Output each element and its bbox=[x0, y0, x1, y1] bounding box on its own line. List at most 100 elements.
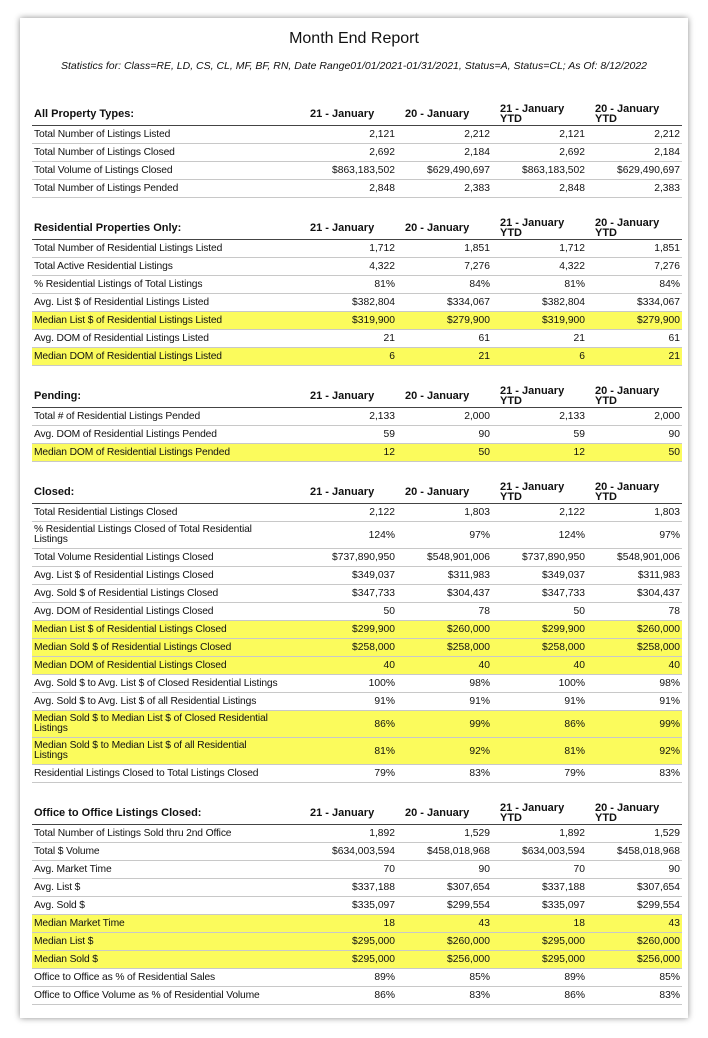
cell-value: 7,276 bbox=[397, 257, 492, 276]
cell-value: 2,212 bbox=[397, 125, 492, 144]
column-header: 20 - January bbox=[397, 102, 492, 126]
cell-value: 86% bbox=[302, 986, 397, 1005]
cell-value: 97% bbox=[587, 521, 682, 549]
cell-value: 99% bbox=[587, 710, 682, 738]
cell-value: $337,188 bbox=[492, 878, 587, 897]
highlighted-row: Median DOM of Residential Listings Liste… bbox=[32, 347, 682, 366]
cell-value: $863,183,502 bbox=[492, 161, 587, 180]
cell-value: $295,000 bbox=[492, 950, 587, 969]
row-label: Avg. List $ of Residential Listings List… bbox=[32, 293, 302, 312]
row-label: Median List $ of Residential Listings Cl… bbox=[32, 620, 302, 639]
data-row: Avg. DOM of Residential Listings Closed 5… bbox=[32, 602, 682, 621]
row-label: Avg. Sold $ of Residential Listings Clos… bbox=[32, 584, 302, 603]
cell-value: 6 bbox=[302, 347, 397, 366]
row-label: Office to Office Volume as % of Resident… bbox=[32, 986, 302, 1005]
cell-value: $260,000 bbox=[587, 932, 682, 951]
cell-value: 83% bbox=[587, 764, 682, 783]
spacer-row bbox=[32, 462, 682, 481]
cell-value: 92% bbox=[397, 737, 492, 765]
cell-value: $299,900 bbox=[492, 620, 587, 639]
cell-value: $311,983 bbox=[587, 566, 682, 585]
cell-value: 90 bbox=[397, 425, 492, 444]
section-title: Office to Office Listings Closed: bbox=[32, 801, 302, 825]
row-label: Median Sold $ to Median List $ of Closed… bbox=[32, 710, 302, 738]
section-header-row: Closed: 21 - January 20 - January 21 - Janu… bbox=[32, 480, 682, 504]
cell-value: 90 bbox=[587, 425, 682, 444]
cell-value: $347,733 bbox=[492, 584, 587, 603]
section-title: Closed: bbox=[32, 480, 302, 504]
highlighted-row: Median Sold $ to Median List $ of Closed… bbox=[32, 710, 682, 738]
cell-value: $334,067 bbox=[397, 293, 492, 312]
row-label: % Residential Listings Closed of Total R… bbox=[32, 521, 302, 549]
spacer-cell bbox=[32, 366, 302, 385]
data-row: Avg. List $ $337,188 $307,654 $337,188 $307,… bbox=[32, 878, 682, 897]
cell-value: 6 bbox=[492, 347, 587, 366]
highlighted-row: Median Market Time 18 43 18 43 bbox=[32, 914, 682, 933]
data-row: Avg. Market Time 70 90 70 90 bbox=[32, 860, 682, 879]
data-row: Total Volume of Listings Closed $863,183,… bbox=[32, 161, 682, 180]
cell-value: $548,901,006 bbox=[587, 548, 682, 567]
cell-value: 2,848 bbox=[492, 179, 587, 198]
data-row: % Residential Listings of Total Listings… bbox=[32, 275, 682, 294]
row-label: Median List $ of Residential Listings Li… bbox=[32, 311, 302, 330]
data-row: Avg. Sold $ of Residential Listings Clos… bbox=[32, 584, 682, 603]
cell-value: $304,437 bbox=[587, 584, 682, 603]
cell-value: 2,122 bbox=[492, 503, 587, 522]
cell-value: 2,000 bbox=[587, 407, 682, 426]
cell-value: 1,712 bbox=[302, 239, 397, 258]
data-row: Avg. DOM of Residential Listings Listed 2… bbox=[32, 329, 682, 348]
cell-value: 40 bbox=[397, 656, 492, 675]
data-row: Avg. Sold $ to Avg. List $ of Closed Res… bbox=[32, 674, 682, 693]
cell-value: 59 bbox=[302, 425, 397, 444]
section-title: Residential Properties Only: bbox=[32, 216, 302, 240]
cell-value: 43 bbox=[397, 914, 492, 933]
cell-value: $299,900 bbox=[302, 620, 397, 639]
column-header: 20 - January YTD bbox=[587, 384, 682, 408]
cell-value: 12 bbox=[492, 443, 587, 462]
cell-value: 40 bbox=[302, 656, 397, 675]
cell-value: 1,892 bbox=[492, 824, 587, 843]
cell-value: 2,848 bbox=[302, 179, 397, 198]
cell-value: 2,383 bbox=[587, 179, 682, 198]
cell-value: 21 bbox=[302, 329, 397, 348]
spacer-row bbox=[32, 366, 682, 385]
column-header: 20 - January YTD bbox=[587, 216, 682, 240]
row-label: Total Active Residential Listings bbox=[32, 257, 302, 276]
cell-value: 83% bbox=[397, 764, 492, 783]
row-label: Avg. DOM of Residential Listings Listed bbox=[32, 329, 302, 348]
cell-value: $347,733 bbox=[302, 584, 397, 603]
cell-value: 21 bbox=[492, 329, 587, 348]
cell-value: $307,654 bbox=[587, 878, 682, 897]
cell-value: 70 bbox=[302, 860, 397, 879]
cell-value: $299,554 bbox=[397, 896, 492, 915]
cell-value: 92% bbox=[587, 737, 682, 765]
highlighted-row: Median List $ of Residential Listings Cl… bbox=[32, 620, 682, 639]
row-label: Office to Office as % of Residential Sal… bbox=[32, 968, 302, 987]
column-header: 21 - January bbox=[302, 801, 397, 825]
column-header: 21 - January YTD bbox=[492, 480, 587, 504]
cell-value: 2,121 bbox=[302, 125, 397, 144]
row-label: Median DOM of Residential Listings Close… bbox=[32, 656, 302, 675]
row-label: Total $ Volume bbox=[32, 842, 302, 861]
cell-value: $335,097 bbox=[302, 896, 397, 915]
cell-value: 78 bbox=[397, 602, 492, 621]
column-header: 21 - January YTD bbox=[492, 384, 587, 408]
column-header: 21 - January YTD bbox=[492, 216, 587, 240]
highlighted-row: Median Sold $ to Median List $ of all Re… bbox=[32, 737, 682, 765]
cell-value: 90 bbox=[587, 860, 682, 879]
cell-value: 12 bbox=[302, 443, 397, 462]
column-header: 20 - January bbox=[397, 216, 492, 240]
row-label: Total Volume Residential Listings Closed bbox=[32, 548, 302, 567]
cell-value: 79% bbox=[302, 764, 397, 783]
row-label: Avg. Sold $ to Avg. List $ of all Reside… bbox=[32, 692, 302, 711]
cell-value: 59 bbox=[492, 425, 587, 444]
cell-value: 50 bbox=[397, 443, 492, 462]
cell-value: 83% bbox=[397, 986, 492, 1005]
cell-value: $260,000 bbox=[587, 620, 682, 639]
cell-value: $311,983 bbox=[397, 566, 492, 585]
data-row: Avg. List $ of Residential Listings Clos… bbox=[32, 566, 682, 585]
column-header: 20 - January YTD bbox=[587, 102, 682, 126]
cell-value: 85% bbox=[587, 968, 682, 987]
cell-value: 86% bbox=[302, 710, 397, 738]
cell-value: 2,692 bbox=[302, 143, 397, 162]
